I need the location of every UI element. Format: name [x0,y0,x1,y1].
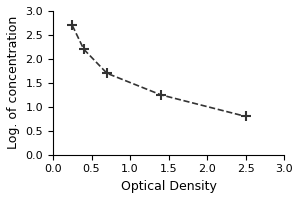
X-axis label: Optical Density: Optical Density [121,180,217,193]
Y-axis label: Log. of concentration: Log. of concentration [7,16,20,149]
